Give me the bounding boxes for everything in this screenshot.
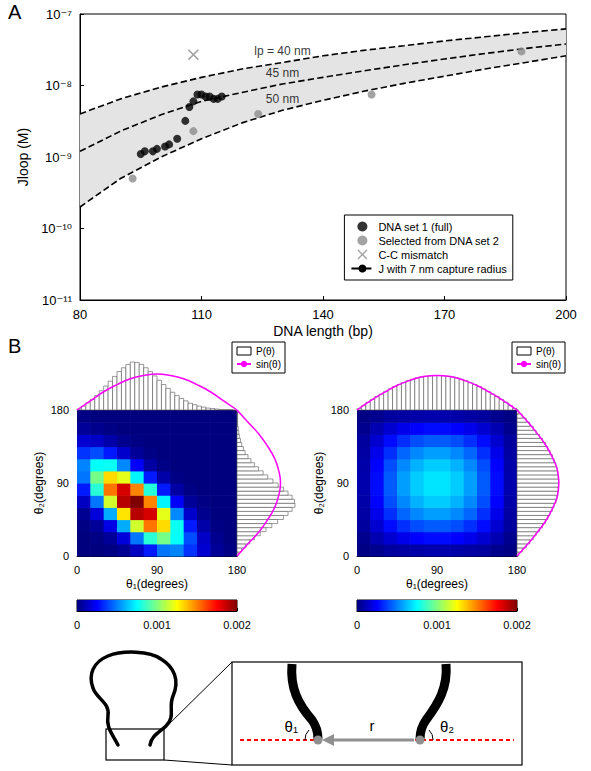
svg-text:10⁻⁷: 10⁻⁷ — [46, 7, 72, 22]
svg-text:10⁻⁸: 10⁻⁸ — [45, 78, 72, 93]
svg-text:C-C mismatch: C-C mismatch — [378, 249, 448, 261]
svg-text:180: 180 — [228, 564, 246, 576]
svg-text:P(θ): P(θ) — [256, 346, 275, 357]
svg-text:lp = 40 nm: lp = 40 nm — [254, 44, 310, 58]
svg-text:0.001: 0.001 — [143, 619, 171, 631]
svg-text:45 nm: 45 nm — [266, 66, 299, 80]
svg-text:θ₁(degrees): θ₁(degrees) — [126, 577, 188, 591]
svg-text:80: 80 — [73, 307, 87, 322]
svg-text:0: 0 — [354, 564, 360, 576]
svg-text:200: 200 — [555, 307, 577, 322]
svg-text:θ₁(degrees): θ₁(degrees) — [406, 577, 468, 591]
svg-text:170: 170 — [434, 307, 456, 322]
svg-text:DNA set 1 (full): DNA set 1 (full) — [378, 221, 452, 233]
svg-text:0.002: 0.002 — [223, 619, 251, 631]
svg-text:J with 7 nm capture radius: J with 7 nm capture radius — [378, 263, 507, 275]
svg-text:Jloop (M): Jloop (M) — [15, 128, 31, 186]
svg-text:θ₁: θ₁ — [285, 718, 298, 735]
svg-text:r: r — [370, 717, 375, 734]
svg-text:140: 140 — [312, 307, 334, 322]
svg-text:P(θ): P(θ) — [536, 346, 555, 357]
svg-text:50 nm: 50 nm — [266, 92, 299, 106]
svg-text:0: 0 — [63, 550, 69, 562]
svg-text:180: 180 — [508, 564, 526, 576]
svg-text:10⁻⁹: 10⁻⁹ — [45, 150, 72, 165]
svg-text:sin(θ): sin(θ) — [256, 359, 281, 370]
svg-text:90: 90 — [337, 477, 349, 489]
svg-text:sin(θ): sin(θ) — [536, 359, 561, 370]
svg-text:90: 90 — [151, 564, 163, 576]
svg-text:θ₂: θ₂ — [440, 718, 454, 735]
svg-text:10⁻¹⁰: 10⁻¹⁰ — [41, 221, 72, 236]
svg-text:10⁻¹¹: 10⁻¹¹ — [42, 293, 73, 308]
svg-text:A: A — [8, 1, 22, 23]
svg-text:0: 0 — [74, 619, 80, 631]
svg-text:180: 180 — [331, 404, 349, 416]
svg-text:90: 90 — [431, 564, 443, 576]
svg-text:0.002: 0.002 — [503, 619, 531, 631]
svg-text:0: 0 — [343, 550, 349, 562]
svg-text:Selected from DNA set 2: Selected from DNA set 2 — [378, 235, 498, 247]
svg-text:θ₂(degrees): θ₂(degrees) — [32, 452, 46, 515]
svg-text:B: B — [8, 335, 21, 357]
svg-text:110: 110 — [191, 307, 212, 322]
svg-text:θ₂(degrees): θ₂(degrees) — [312, 452, 326, 515]
svg-text:0.001: 0.001 — [423, 619, 451, 631]
svg-text:DNA length (bp): DNA length (bp) — [273, 323, 373, 339]
svg-text:180: 180 — [51, 404, 69, 416]
svg-text:90: 90 — [57, 477, 69, 489]
svg-text:0: 0 — [354, 619, 360, 631]
svg-text:0: 0 — [74, 564, 80, 576]
